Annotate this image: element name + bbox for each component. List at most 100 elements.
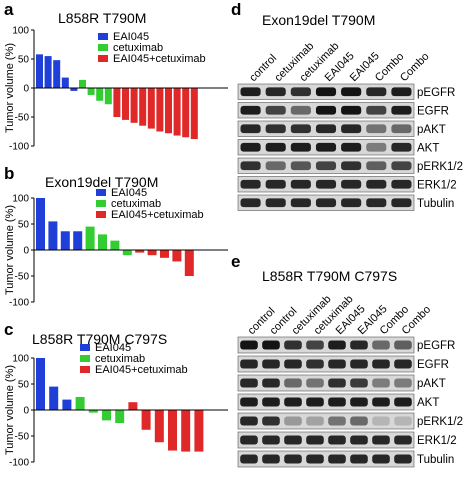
bar-eai045-cetuximab: [173, 88, 181, 136]
legend-label: cetuximab: [95, 353, 145, 365]
blot-band: [341, 198, 362, 208]
legend-label: EAI045+cetuximab: [111, 209, 204, 221]
panel-title-b: Exon19del T790M: [45, 174, 159, 190]
blot-band: [265, 87, 286, 97]
y-tick-label: -50: [15, 113, 30, 124]
bar-eai045-cetuximab: [182, 88, 190, 138]
blot-band: [366, 198, 387, 208]
bar-cetuximab: [88, 410, 98, 413]
waterfall-chart-b: 100 50 0 -50 -100 Tumor volume (%) EAI045cetux…: [4, 187, 228, 309]
blot-band: [290, 179, 311, 189]
bar-eai045: [73, 231, 83, 250]
blot-strip: [237, 336, 415, 354]
y-tick-label: 100: [12, 354, 29, 365]
blot-band: [290, 198, 311, 208]
blot-band: [372, 416, 390, 426]
bar-cetuximab: [104, 88, 112, 105]
blot-strip: [237, 355, 415, 373]
blot-band: [290, 87, 311, 97]
panel-letter-c: c: [4, 320, 14, 339]
blot-band: [290, 142, 311, 152]
blot-band: [262, 454, 280, 464]
blot-band: [262, 340, 280, 350]
blot-row-label: Tubulin: [417, 454, 454, 466]
blot-band: [391, 179, 412, 189]
blot-band: [306, 416, 324, 426]
legend-label: EAI045+cetuximab: [95, 364, 188, 376]
blot-strip: [237, 412, 415, 430]
blot-band: [341, 161, 362, 171]
blot-band: [366, 161, 387, 171]
blot-band: [328, 454, 346, 464]
legend-label: EAI045: [113, 31, 149, 43]
y-tick-label: -50: [15, 432, 30, 443]
blot-strip: [237, 374, 415, 392]
western-blot-d: controlcetuximabcetuximabEAI045EAI045Com…: [237, 40, 463, 211]
legend-swatch: [80, 344, 90, 351]
blot-band: [265, 105, 286, 115]
blot-band: [391, 142, 412, 152]
blot-band: [306, 378, 324, 388]
blot-band: [240, 142, 261, 152]
y-tick-label: 100: [12, 194, 29, 205]
blot-band: [262, 435, 280, 445]
bar-eai045-cetuximab: [122, 88, 129, 120]
bar-eai045: [60, 231, 70, 250]
bar-eai045-cetuximab: [139, 88, 147, 126]
blot-band: [306, 435, 324, 445]
bar-cetuximab: [115, 410, 125, 423]
blot-band: [391, 87, 412, 97]
bar-cetuximab: [122, 250, 132, 256]
blot-row-label: AKT: [417, 142, 439, 154]
blot-band: [391, 161, 412, 171]
bar-eai045: [48, 221, 58, 250]
blot-band: [341, 142, 362, 152]
blot-band: [341, 87, 362, 97]
bar-cetuximab: [98, 234, 107, 250]
y-axis-label: Tumor volume (%): [4, 43, 16, 133]
legend-label: EAI045: [111, 187, 147, 199]
bar-cetuximab: [79, 79, 86, 88]
bar-eai045: [44, 56, 52, 88]
bar-eai045-cetuximab: [194, 410, 204, 452]
legend-swatch: [98, 44, 108, 51]
bar-eai045-cetuximab: [147, 250, 157, 256]
blot-band: [240, 124, 261, 134]
blot-band: [306, 454, 324, 464]
panel-letter-b: b: [4, 164, 15, 183]
blot-band: [290, 161, 311, 171]
y-axis-label: Tumor volume (%): [4, 365, 16, 455]
y-axis-label: Tumor volume (%): [4, 205, 16, 295]
blot-band: [306, 359, 324, 369]
legend-swatch: [96, 189, 106, 196]
blot-band: [284, 454, 302, 464]
waterfall-chart-c: 100 50 0 -50 -100 Tumor volume (%) EAI045cetux…: [4, 342, 228, 469]
panel-letter-a: a: [4, 0, 14, 19]
blot-row-label: EGFR: [417, 359, 449, 371]
blot-band: [315, 124, 337, 134]
blot-band: [391, 105, 412, 115]
blot-band: [372, 435, 390, 445]
bar-eai045-cetuximab: [168, 410, 177, 451]
blot-band: [306, 340, 324, 350]
blot-band: [240, 454, 258, 464]
blot-band: [240, 416, 258, 426]
blot-band: [328, 435, 346, 445]
blot-band: [328, 378, 346, 388]
y-tick-label: -50: [15, 272, 30, 283]
blot-band: [240, 179, 261, 189]
blot-band: [240, 161, 261, 171]
lane-label: Combo: [398, 51, 432, 85]
blot-band: [366, 87, 387, 97]
bar-eai045-cetuximab: [160, 250, 169, 258]
panel-title-e: L858R T790M C797S: [262, 268, 398, 284]
bar-cetuximab: [96, 88, 104, 101]
legend-label: cetuximab: [111, 198, 161, 210]
panel-title-a: L858R T790M: [58, 10, 147, 26]
blot-band: [366, 105, 387, 115]
blot-row-label: ERK1/2: [417, 179, 457, 191]
blot-band: [315, 179, 337, 189]
panel-title-c: L858R T790M C797S: [32, 331, 168, 347]
legend-swatch: [80, 355, 90, 362]
legend-swatch: [96, 200, 106, 207]
